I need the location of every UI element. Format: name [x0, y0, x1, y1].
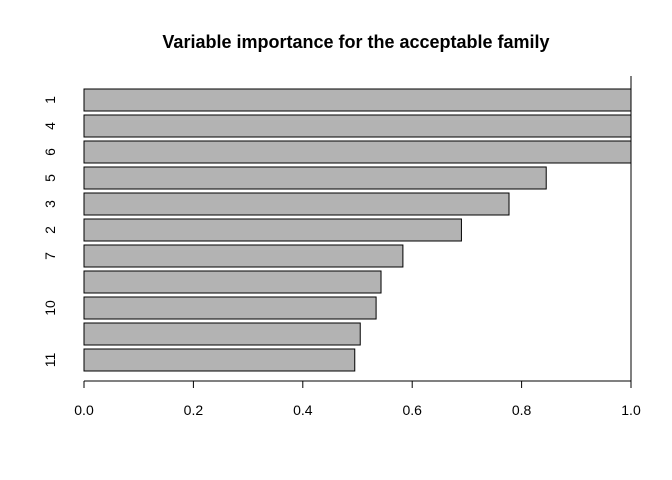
x-tick-label: 0.0: [74, 402, 94, 418]
bar-7: [83, 244, 404, 268]
bar-10: [83, 322, 361, 346]
bars-group: [83, 88, 632, 372]
y-tick-label: 2: [42, 226, 58, 234]
y-axis-labels: 1 4 6 5 3 2 7 10 11: [42, 96, 58, 367]
y-tick-label: 11: [42, 353, 58, 368]
bar-9: [83, 296, 377, 320]
bar-2: [83, 114, 632, 138]
y-tick-label: 7: [42, 252, 58, 260]
bar-3: [83, 140, 632, 164]
bar-8: [83, 270, 382, 294]
bar-5: [83, 192, 510, 216]
y-tick-label: 10: [42, 300, 58, 316]
bar-1: [83, 88, 632, 112]
bar-4: [83, 166, 547, 190]
y-tick-label: 4: [42, 122, 58, 130]
x-tick-label: 0.4: [293, 402, 313, 418]
y-tick-label: 3: [42, 200, 58, 208]
x-tick-label: 0.2: [184, 402, 204, 418]
x-tick-label: 0.6: [402, 402, 422, 418]
x-tick-label: 1.0: [621, 402, 641, 418]
y-tick-label: 6: [42, 148, 58, 156]
y-tick-label: 1: [42, 96, 58, 104]
y-tick-label: 5: [42, 174, 58, 182]
bar-6: [83, 218, 462, 242]
x-tick-label: 0.8: [512, 402, 532, 418]
x-axis: 0.0 0.2 0.4 0.6 0.8 1.0: [74, 380, 641, 418]
chart-title: Variable importance for the acceptable f…: [162, 32, 549, 52]
bar-11: [83, 348, 356, 372]
